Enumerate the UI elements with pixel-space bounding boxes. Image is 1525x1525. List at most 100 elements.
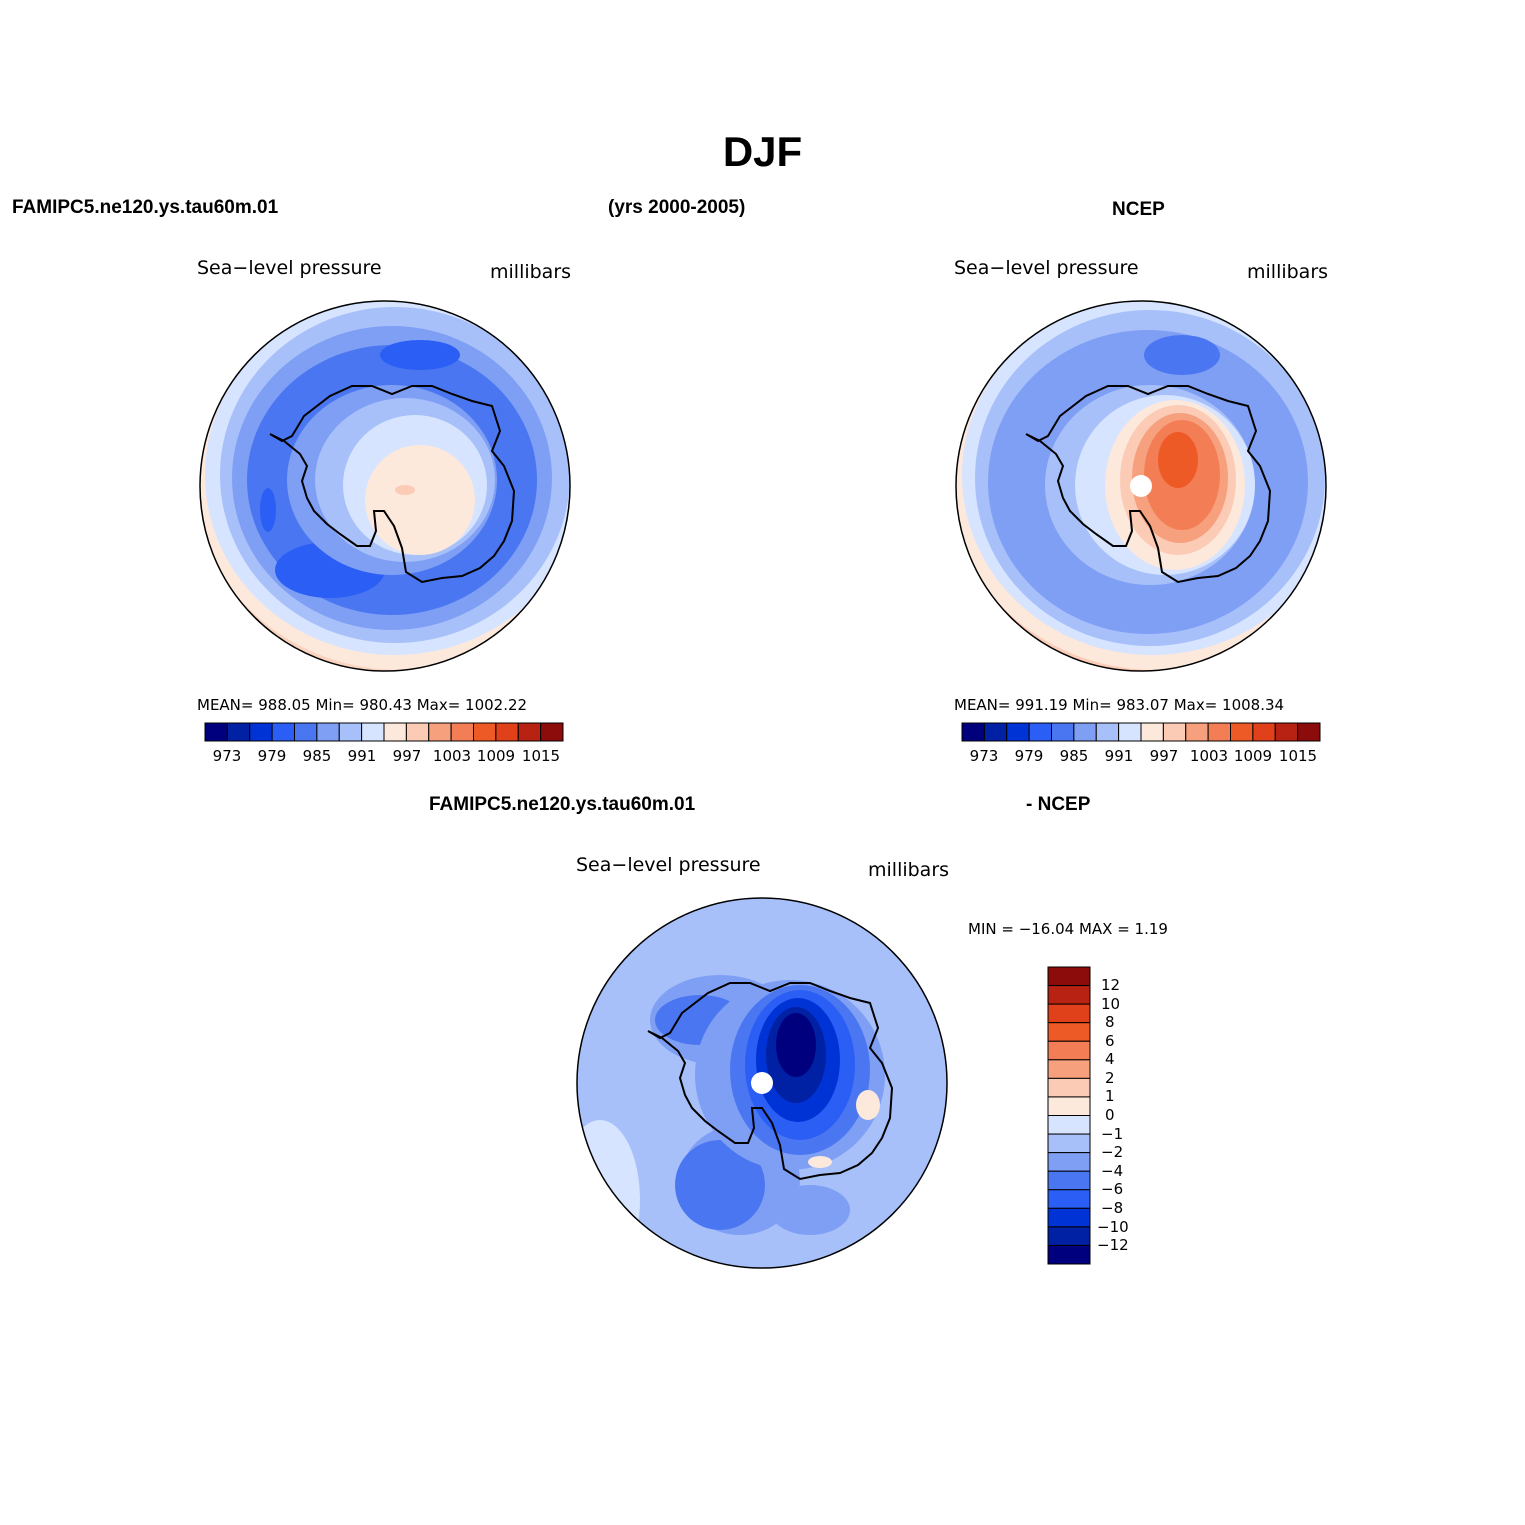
- diff-tick-1: 10: [1101, 995, 1121, 1013]
- diff-colorbar-swatch-11: [1047, 1170, 1091, 1191]
- obs-colorbar-swatch-7: [1118, 722, 1142, 742]
- diff-stats: MIN = −16.04 MAX = 1.19: [968, 920, 1168, 938]
- diff-units-label: millibars: [868, 859, 950, 881]
- obs-colorbar-swatch-9: [1162, 722, 1187, 742]
- diff-colorbar-swatch-0: [1047, 966, 1091, 987]
- diff-colorbar-swatch-9: [1047, 1133, 1091, 1154]
- header-model-name: FAMIPC5.ne120.ys.tau60m.01: [12, 197, 279, 218]
- model-colorbar-swatch-6: [338, 722, 363, 742]
- obs-units-label: millibars: [1247, 261, 1329, 283]
- obs-colorbar: [961, 722, 1321, 742]
- diff-colorbar-swatch-4: [1047, 1040, 1091, 1061]
- obs-colorbar-swatch-15: [1297, 722, 1321, 742]
- diff-tick-13: −10: [1097, 1218, 1129, 1236]
- diff-tick-8: −1: [1101, 1125, 1124, 1143]
- diff-colorbar-swatch-5: [1047, 1059, 1091, 1079]
- obs-colorbar-swatch-14: [1274, 722, 1299, 742]
- model-tick-6: 1009: [476, 747, 516, 765]
- obs-colorbar-swatch-6: [1095, 722, 1120, 742]
- model-map: [199, 300, 571, 672]
- diff-tick-14: −12: [1097, 1236, 1129, 1254]
- diff-tick-4: 4: [1105, 1050, 1115, 1068]
- obs-colorbar-swatch-11: [1207, 722, 1231, 742]
- diff-tick-5: 2: [1105, 1069, 1115, 1087]
- diff-tick-12: −8: [1101, 1199, 1124, 1217]
- diff-tick-9: −2: [1101, 1143, 1124, 1161]
- model-colorbar-swatch-3: [271, 722, 295, 742]
- diff-variable-label: Sea−level pressure: [576, 854, 761, 876]
- model-colorbar-swatch-5: [316, 722, 340, 742]
- header-years: (yrs 2000-2005): [608, 197, 746, 218]
- model-tick-2: 985: [302, 747, 332, 765]
- obs-tick-2: 985: [1059, 747, 1089, 765]
- diff-colorbar-swatch-12: [1047, 1189, 1091, 1209]
- obs-stats: MEAN= 991.19 Min= 983.07 Max= 1008.34: [954, 696, 1285, 714]
- model-units-label: millibars: [490, 261, 572, 283]
- model-colorbar-swatch-15: [540, 722, 564, 742]
- model-tick-3: 991: [347, 747, 377, 765]
- obs-tick-0: 973: [969, 747, 999, 765]
- model-stats: MEAN= 988.05 Min= 980.43 Max= 1002.22: [197, 696, 528, 714]
- diff-colorbar: [1047, 966, 1091, 1265]
- header-obs-name: NCEP: [1112, 199, 1165, 220]
- diff-tick-7: 0: [1105, 1106, 1115, 1124]
- diff-tick-10: −4: [1101, 1162, 1124, 1180]
- obs-colorbar-swatch-3: [1028, 722, 1052, 742]
- diff-tick-6: 1: [1105, 1087, 1115, 1105]
- model-tick-7: 1015: [521, 747, 561, 765]
- diff-colorbar-swatch-7: [1047, 1096, 1091, 1116]
- diff-tick-2: 8: [1105, 1013, 1115, 1031]
- obs-tick-7: 1015: [1278, 747, 1318, 765]
- diff-title-right: - NCEP: [1026, 794, 1091, 815]
- diff-tick-3: 6: [1105, 1032, 1115, 1050]
- diff-colorbar-swatch-8: [1047, 1115, 1091, 1135]
- model-colorbar-swatch-12: [473, 722, 497, 742]
- diff-tick-0: 12: [1101, 976, 1121, 994]
- diff-colorbar-swatch-13: [1047, 1207, 1091, 1228]
- model-colorbar-swatch-8: [383, 722, 407, 742]
- model-colorbar-swatch-2: [249, 722, 273, 742]
- obs-tick-5: 1003: [1189, 747, 1229, 765]
- diff-tick-11: −6: [1101, 1180, 1124, 1198]
- diff-colorbar-swatch-14: [1047, 1226, 1091, 1246]
- model-tick-0: 973: [212, 747, 242, 765]
- model-colorbar-swatch-4: [294, 722, 318, 742]
- obs-colorbar-swatch-12: [1230, 722, 1254, 742]
- model-colorbar-swatch-10: [428, 722, 452, 742]
- model-tick-4: 997: [392, 747, 422, 765]
- model-variable-label: Sea−level pressure: [197, 257, 382, 279]
- model-colorbar-swatch-7: [361, 722, 385, 742]
- obs-variable-label: Sea−level pressure: [954, 257, 1139, 279]
- obs-tick-3: 991: [1104, 747, 1134, 765]
- diff-colorbar-swatch-10: [1047, 1152, 1091, 1172]
- diff-colorbar-swatch-2: [1047, 1003, 1091, 1024]
- model-colorbar-swatch-1: [226, 722, 251, 742]
- diff-colorbar-swatch-15: [1047, 1244, 1091, 1265]
- obs-colorbar-swatch-13: [1252, 722, 1276, 742]
- model-colorbar-swatch-11: [450, 722, 474, 742]
- obs-tick-4: 997: [1149, 747, 1179, 765]
- obs-colorbar-swatch-8: [1140, 722, 1164, 742]
- model-tick-1: 979: [257, 747, 287, 765]
- obs-tick-6: 1009: [1233, 747, 1273, 765]
- diff-colorbar-swatch-1: [1047, 985, 1091, 1005]
- obs-colorbar-swatch-2: [1006, 722, 1030, 742]
- obs-colorbar-swatch-1: [983, 722, 1008, 742]
- diff-colorbar-swatch-6: [1047, 1077, 1091, 1098]
- model-colorbar-swatch-14: [517, 722, 542, 742]
- diff-colorbar-swatch-3: [1047, 1022, 1091, 1042]
- diff-title-left: FAMIPC5.ne120.ys.tau60m.01: [429, 794, 696, 815]
- model-tick-5: 1003: [432, 747, 472, 765]
- model-colorbar-swatch-9: [405, 722, 430, 742]
- model-colorbar-swatch-0: [204, 722, 228, 742]
- model-colorbar: [204, 722, 564, 742]
- obs-colorbar-swatch-4: [1051, 722, 1075, 742]
- obs-tick-1: 979: [1014, 747, 1044, 765]
- page-title: DJF: [722, 128, 803, 175]
- obs-colorbar-swatch-5: [1073, 722, 1097, 742]
- diff-map: [576, 897, 948, 1269]
- model-colorbar-swatch-13: [495, 722, 519, 742]
- obs-map: [955, 300, 1327, 672]
- obs-colorbar-swatch-10: [1185, 722, 1209, 742]
